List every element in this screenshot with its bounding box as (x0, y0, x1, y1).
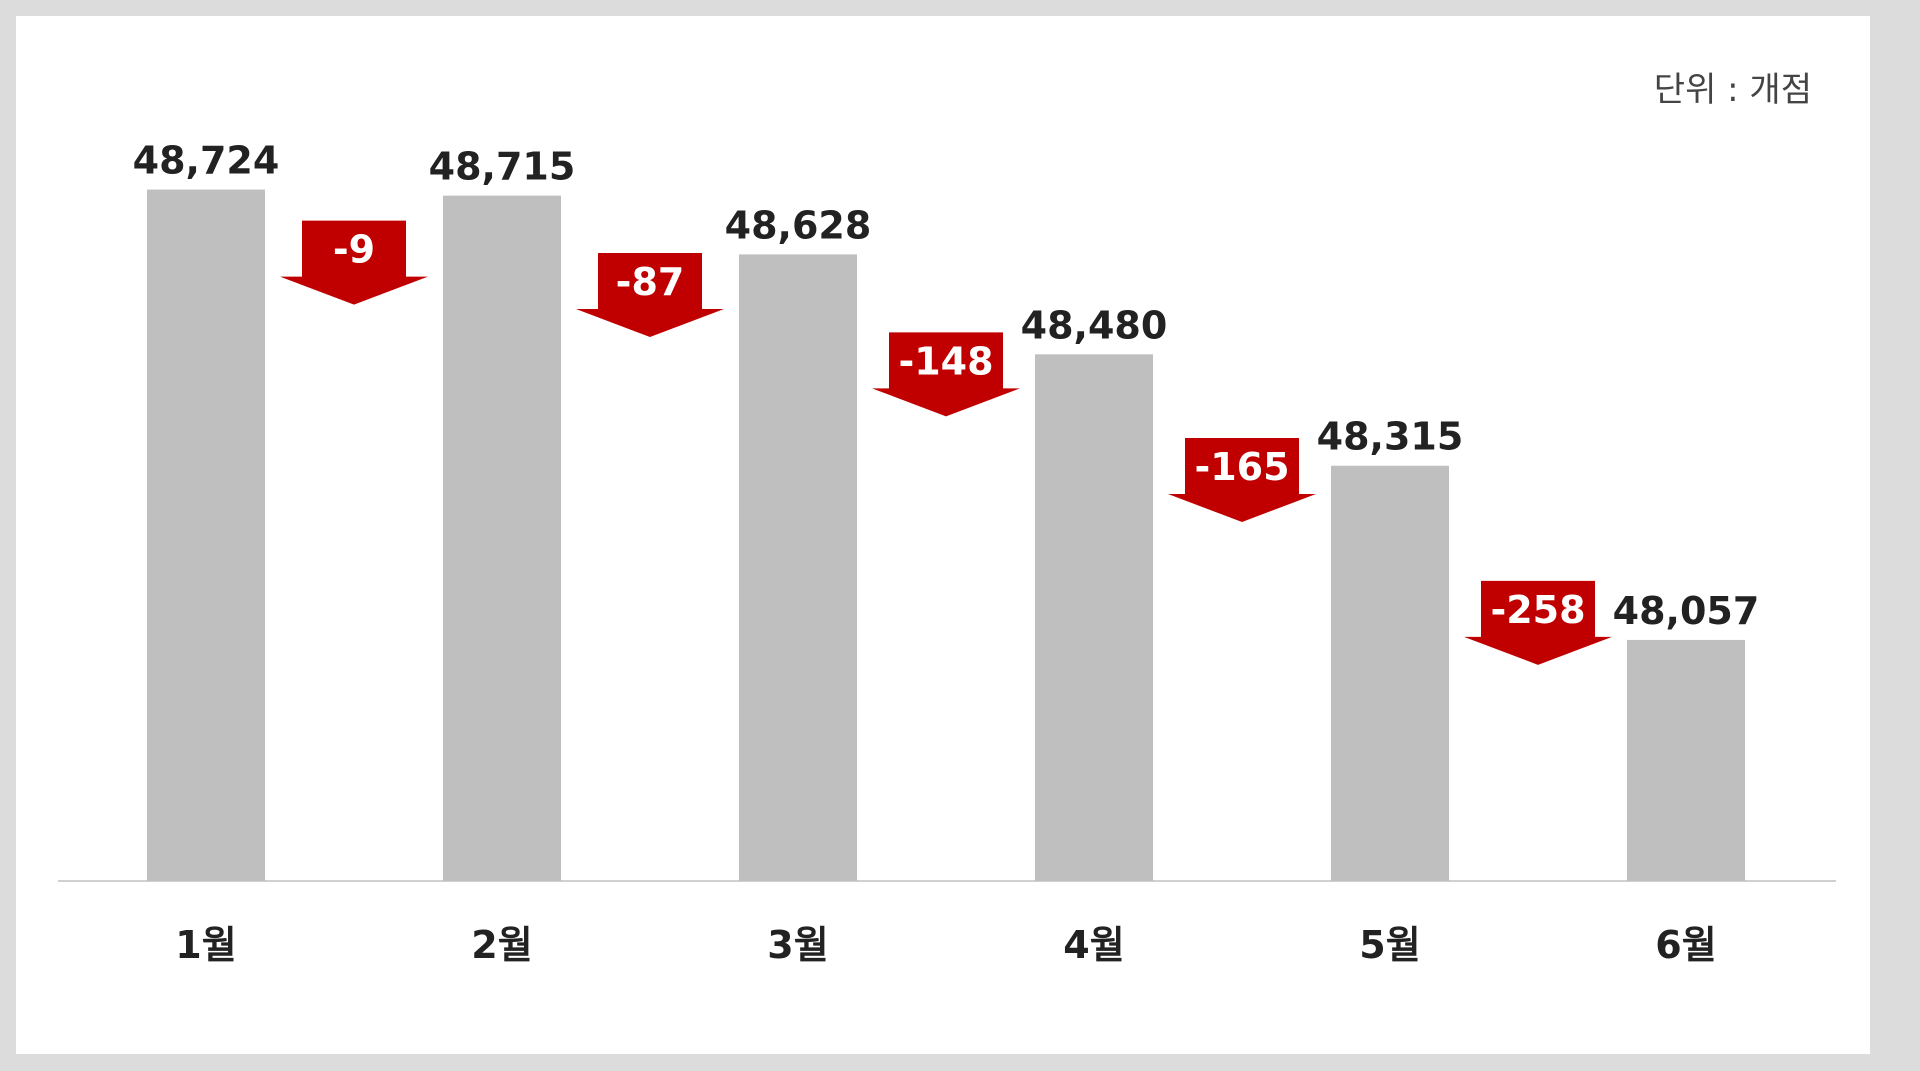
bar-value-label: 48,480 (1021, 303, 1168, 347)
change-label: -87 (616, 260, 685, 304)
bar-value-label: 48,057 (1613, 589, 1760, 633)
down-arrow-shape (576, 253, 724, 338)
bar-value-label: 48,724 (133, 139, 280, 183)
change-label: -148 (898, 339, 993, 383)
change-arrow: -87 (576, 253, 724, 338)
bar (1331, 465, 1449, 881)
x-tick-label: 3월 (767, 923, 828, 967)
change-arrow: -165 (1168, 438, 1316, 523)
change-arrow: -9 (280, 220, 428, 305)
bar (147, 189, 265, 882)
bar-value-label: 48,715 (429, 145, 576, 189)
bar (443, 195, 561, 882)
bar (1627, 639, 1745, 881)
change-arrow: -148 (872, 332, 1020, 417)
down-arrow-shape (1464, 580, 1612, 665)
down-arrow-shape (280, 220, 428, 305)
change-label: -258 (1490, 588, 1585, 632)
unit-label: 단위 : 개점 (1653, 70, 1812, 110)
x-tick-label: 1월 (175, 923, 236, 967)
x-tick-label: 2월 (471, 923, 532, 967)
x-tick-label: 4월 (1063, 923, 1124, 967)
change-arrow: -258 (1464, 580, 1612, 665)
down-arrow-shape (1168, 438, 1316, 523)
change-label: -165 (1194, 445, 1289, 489)
bar-value-label: 48,315 (1317, 415, 1464, 459)
x-tick-label: 6월 (1655, 923, 1716, 967)
x-tick-label: 5월 (1359, 923, 1420, 967)
bar (739, 254, 857, 882)
bar (1035, 354, 1153, 881)
change-label: -9 (333, 228, 375, 272)
bar-value-label: 48,628 (725, 203, 872, 247)
down-arrow-shape (872, 332, 1020, 417)
